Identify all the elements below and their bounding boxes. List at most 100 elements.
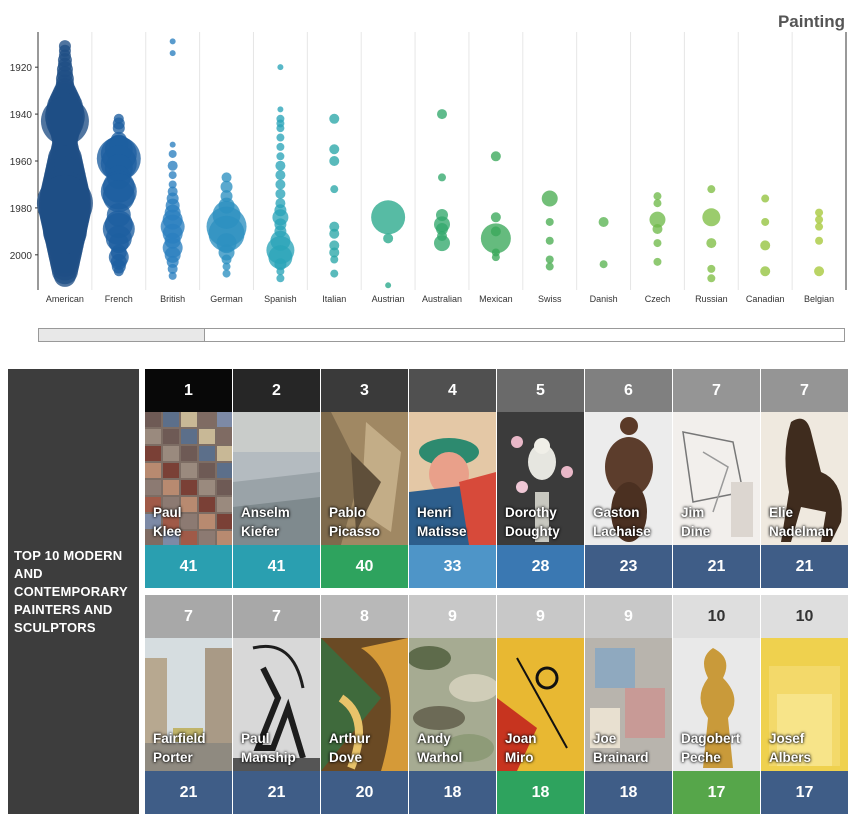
data-point[interactable]	[545, 262, 554, 271]
data-point[interactable]	[329, 113, 340, 124]
data-point[interactable]	[652, 224, 663, 235]
artist-card[interactable]: 3 Pablo Picasso 40	[321, 369, 408, 588]
data-point[interactable]	[168, 180, 177, 189]
data-point[interactable]	[761, 194, 770, 203]
artwork-thumbnail[interactable]: Fairfield Porter	[145, 638, 232, 771]
data-point[interactable]	[221, 254, 232, 265]
artwork-thumbnail[interactable]: Anselm Kiefer	[233, 412, 320, 545]
data-point[interactable]	[329, 221, 340, 232]
artwork-thumbnail[interactable]: Pablo Picasso	[321, 412, 408, 545]
artist-card[interactable]: 7 Fairfield Porter 21	[145, 595, 232, 814]
scrollbar-thumb[interactable]	[39, 329, 205, 341]
data-point[interactable]	[169, 38, 176, 45]
data-point[interactable]	[168, 171, 177, 180]
data-point[interactable]	[53, 264, 76, 287]
artist-card[interactable]: 6 Gaston Lachaise 23	[585, 369, 672, 588]
artwork-thumbnail[interactable]: Jim Dine	[673, 412, 760, 545]
data-point[interactable]	[653, 199, 662, 208]
data-point[interactable]	[436, 223, 448, 236]
data-point[interactable]	[329, 228, 340, 239]
data-point[interactable]	[112, 122, 125, 135]
artist-card[interactable]: 5 Dorothy Doughty 28	[497, 369, 584, 588]
data-point[interactable]	[541, 190, 558, 207]
data-point[interactable]	[438, 173, 446, 182]
artwork-thumbnail[interactable]: Dorothy Doughty	[497, 412, 584, 545]
data-point[interactable]	[169, 50, 176, 57]
data-point[interactable]	[385, 282, 392, 289]
artwork-thumbnail[interactable]: Andy Warhol	[409, 638, 496, 771]
data-point[interactable]	[169, 141, 176, 148]
data-point[interactable]	[276, 274, 285, 283]
data-point[interactable]	[707, 264, 716, 273]
artwork-thumbnail[interactable]: Dagobert Peche	[673, 638, 760, 771]
timeline-scrollbar[interactable]	[38, 328, 845, 342]
artwork-thumbnail[interactable]: Gaston Lachaise	[585, 412, 672, 545]
data-point[interactable]	[815, 222, 824, 231]
data-point[interactable]	[276, 152, 285, 161]
artwork-thumbnail[interactable]: Henri Matisse	[409, 412, 496, 545]
artist-card[interactable]: 8 Arthur Dove 20	[321, 595, 408, 814]
data-point[interactable]	[167, 160, 178, 171]
data-point[interactable]	[274, 258, 287, 271]
data-point[interactable]	[329, 144, 340, 155]
data-point[interactable]	[277, 106, 284, 113]
data-point[interactable]	[760, 266, 771, 277]
data-point[interactable]	[222, 269, 231, 278]
data-point[interactable]	[707, 185, 716, 194]
data-point[interactable]	[707, 274, 716, 283]
data-point[interactable]	[276, 133, 285, 142]
data-point[interactable]	[815, 236, 824, 245]
data-point[interactable]	[275, 179, 286, 190]
data-point[interactable]	[490, 212, 501, 223]
data-point[interactable]	[330, 185, 339, 194]
data-point[interactable]	[276, 142, 285, 151]
data-point[interactable]	[329, 247, 340, 258]
data-point[interactable]	[113, 266, 124, 277]
data-point[interactable]	[815, 215, 824, 224]
artwork-thumbnail[interactable]: Josef Albers	[761, 638, 848, 771]
artist-card[interactable]: 10 Dagobert Peche 17	[673, 595, 760, 814]
data-point[interactable]	[480, 223, 511, 254]
artist-card[interactable]: 7 Paul Manship 21	[233, 595, 320, 814]
artwork-thumbnail[interactable]: Joe Brainard	[585, 638, 672, 771]
artwork-thumbnail[interactable]: Arthur Dove	[321, 638, 408, 771]
data-point[interactable]	[490, 151, 501, 162]
data-point[interactable]	[649, 211, 666, 228]
data-point[interactable]	[168, 149, 177, 158]
data-point[interactable]	[167, 263, 178, 274]
data-point[interactable]	[276, 267, 285, 276]
artist-card[interactable]: 9 Joe Brainard 18	[585, 595, 672, 814]
artist-card[interactable]: 1 Paul Klee 41	[145, 369, 232, 588]
data-point[interactable]	[330, 269, 339, 278]
data-point[interactable]	[371, 200, 406, 235]
data-point[interactable]	[40, 97, 89, 146]
data-point[interactable]	[653, 257, 662, 266]
data-point[interactable]	[545, 236, 554, 245]
artist-card[interactable]: 7 Elie Nadelman 21	[761, 369, 848, 588]
artist-card[interactable]: 7 Jim Dine 21	[673, 369, 760, 588]
data-point[interactable]	[329, 156, 340, 166]
data-point[interactable]	[168, 271, 177, 280]
data-point[interactable]	[330, 255, 339, 264]
data-point[interactable]	[815, 208, 824, 217]
artist-card[interactable]: 2 Anselm Kiefer 41	[233, 369, 320, 588]
data-point[interactable]	[706, 238, 717, 249]
data-point[interactable]	[383, 233, 394, 244]
data-point[interactable]	[434, 235, 450, 252]
artwork-thumbnail[interactable]: Paul Klee	[145, 412, 232, 545]
data-point[interactable]	[545, 217, 554, 226]
data-point[interactable]	[275, 160, 286, 171]
data-point[interactable]	[275, 170, 286, 181]
data-point[interactable]	[102, 180, 135, 213]
data-point[interactable]	[218, 244, 235, 261]
artist-card[interactable]: 10 Josef Albers 17	[761, 595, 848, 814]
data-point[interactable]	[42, 209, 87, 254]
data-point[interactable]	[653, 239, 662, 248]
artist-card[interactable]: 9 Joan Miro 18	[497, 595, 584, 814]
data-point[interactable]	[702, 208, 721, 227]
data-point[interactable]	[329, 240, 340, 251]
data-point[interactable]	[268, 245, 293, 270]
data-point[interactable]	[222, 262, 231, 271]
artwork-thumbnail[interactable]: Elie Nadelman	[761, 412, 848, 545]
data-point[interactable]	[545, 255, 554, 264]
